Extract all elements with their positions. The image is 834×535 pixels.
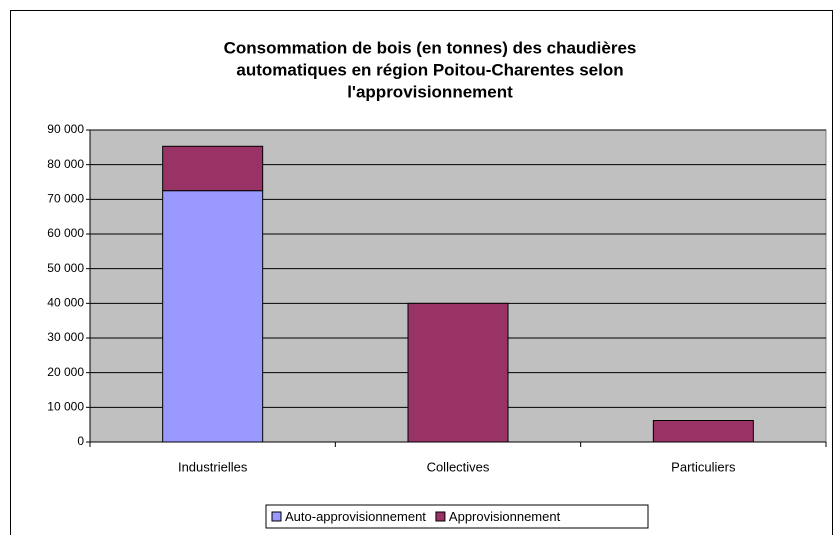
legend-swatch xyxy=(271,511,282,522)
y-tick-label: 80 000 xyxy=(47,157,84,171)
legend-box xyxy=(265,504,649,529)
bar xyxy=(407,302,509,443)
bar xyxy=(162,190,264,443)
y-tick-label: 30 000 xyxy=(47,330,84,344)
y-tick-label: 40 000 xyxy=(47,296,84,310)
legend-swatch xyxy=(435,511,446,522)
chart-title: Consommation de bois (en tonnes) des cha… xyxy=(224,38,637,57)
y-tick-label: 50 000 xyxy=(47,261,84,275)
x-tick-label: Collectives xyxy=(427,459,490,474)
chart-title: automatiques en région Poitou-Charentes … xyxy=(236,60,623,79)
y-tick-label: 10 000 xyxy=(47,400,84,414)
bar xyxy=(162,145,264,192)
y-tick-label: 60 000 xyxy=(47,226,84,240)
legend-label: Auto-approvisionnement xyxy=(285,509,426,524)
legend-label: Approvisionnement xyxy=(449,509,561,524)
x-tick-label: Particuliers xyxy=(671,459,736,474)
y-tick-label: 70 000 xyxy=(47,192,84,206)
bar xyxy=(652,420,754,443)
y-tick-label: 90 000 xyxy=(47,122,84,136)
chart-title: l'approvisionnement xyxy=(347,82,513,101)
x-tick-label: Industrielles xyxy=(178,459,248,474)
y-tick-label: 0 xyxy=(77,434,84,448)
y-tick-label: 20 000 xyxy=(47,365,84,379)
